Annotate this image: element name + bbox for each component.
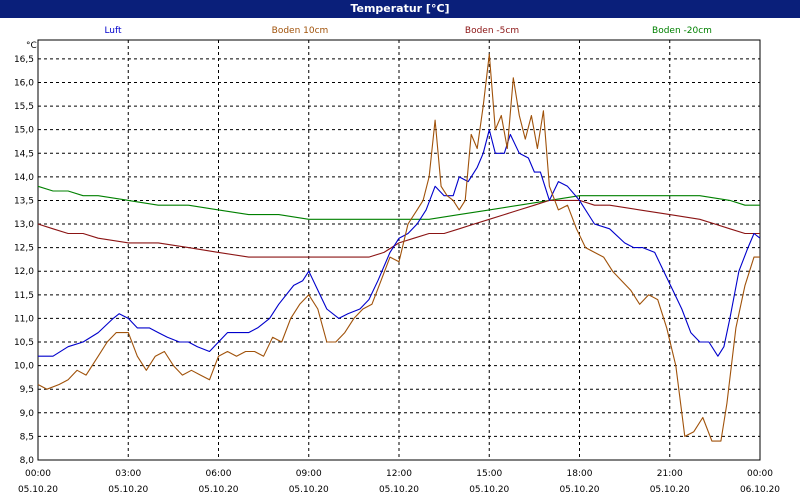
y-tick-label: 10,0 — [14, 362, 34, 372]
series-line-luft — [38, 129, 761, 357]
y-tick-label: 9,0 — [20, 409, 35, 419]
y-tick-label: 9,5 — [20, 385, 34, 395]
x-tick-time: 00:00 — [25, 469, 51, 479]
y-tick-label: 14,0 — [14, 173, 34, 183]
x-tick-time: 00:00 — [747, 469, 773, 479]
y-tick-label: 16,5 — [14, 55, 34, 65]
x-tick-date: 05.10.20 — [379, 485, 419, 495]
legend-item-boden-20cm: Boden -20cm — [652, 26, 712, 36]
y-tick-label: 14,5 — [14, 149, 34, 159]
y-tick-label: 8,0 — [20, 456, 35, 466]
legend: Luft Boden 10cm Boden -5cm Boden -20cm — [104, 26, 712, 36]
y-tick-label: 15,5 — [14, 102, 34, 112]
x-tick-time: 21:00 — [657, 469, 683, 479]
y-axis-ticks: 8,0 8,5 9,0 9,5 10,0 10,5 11,0 11,5 12,0 12,5 13,0… — [14, 55, 34, 466]
x-tick-time: 15:00 — [476, 469, 502, 479]
y-tick-label: 8,5 — [20, 432, 34, 442]
y-tick-label: 13,5 — [14, 196, 34, 206]
x-tick-time: 18:00 — [567, 469, 593, 479]
x-tick-date: 05.10.20 — [469, 485, 509, 495]
x-tick-time: 12:00 — [386, 469, 412, 479]
legend-item-boden-5cm: Boden -5cm — [465, 26, 519, 36]
grid-lines — [38, 40, 760, 460]
x-tick-date: 05.10.20 — [559, 485, 599, 495]
x-tick-date: 05.10.20 — [108, 485, 148, 495]
y-tick-label: 10,5 — [14, 338, 34, 348]
y-tick-label: 11,5 — [14, 291, 34, 301]
legend-item-luft: Luft — [104, 26, 122, 36]
y-tick-label: 12,0 — [14, 267, 34, 277]
y-tick-label: 11,0 — [14, 314, 34, 324]
series-line-boden-20cm — [37, 185, 760, 220]
series-lines — [37, 53, 761, 442]
y-axis-unit: °C — [26, 41, 37, 51]
x-axis-ticks: 00:00 05.10.20 03:00 05.10.20 06:00 05.10.20 0… — [18, 469, 780, 495]
y-tick-label: 12,5 — [14, 244, 34, 254]
x-tick-time: 06:00 — [206, 469, 232, 479]
series-line-boden-5cm — [37, 199, 760, 258]
x-tick-date: 05.10.20 — [289, 485, 329, 495]
x-tick-date: 06.10.20 — [740, 485, 780, 495]
legend-item-boden-10cm: Boden 10cm — [272, 26, 329, 36]
y-tick-label: 13,0 — [14, 220, 34, 230]
y-tick-label: 15,0 — [14, 126, 34, 136]
series-line-boden-10cm — [37, 53, 760, 442]
chart-title: Temperatur [°C] — [0, 0, 800, 18]
x-tick-date: 05.10.20 — [198, 485, 238, 495]
y-tick-label: 16,0 — [14, 78, 34, 88]
x-tick-time: 09:00 — [296, 469, 322, 479]
x-tick-date: 05.10.20 — [18, 485, 58, 495]
x-tick-time: 03:00 — [115, 469, 141, 479]
x-tick-date: 05.10.20 — [650, 485, 690, 495]
